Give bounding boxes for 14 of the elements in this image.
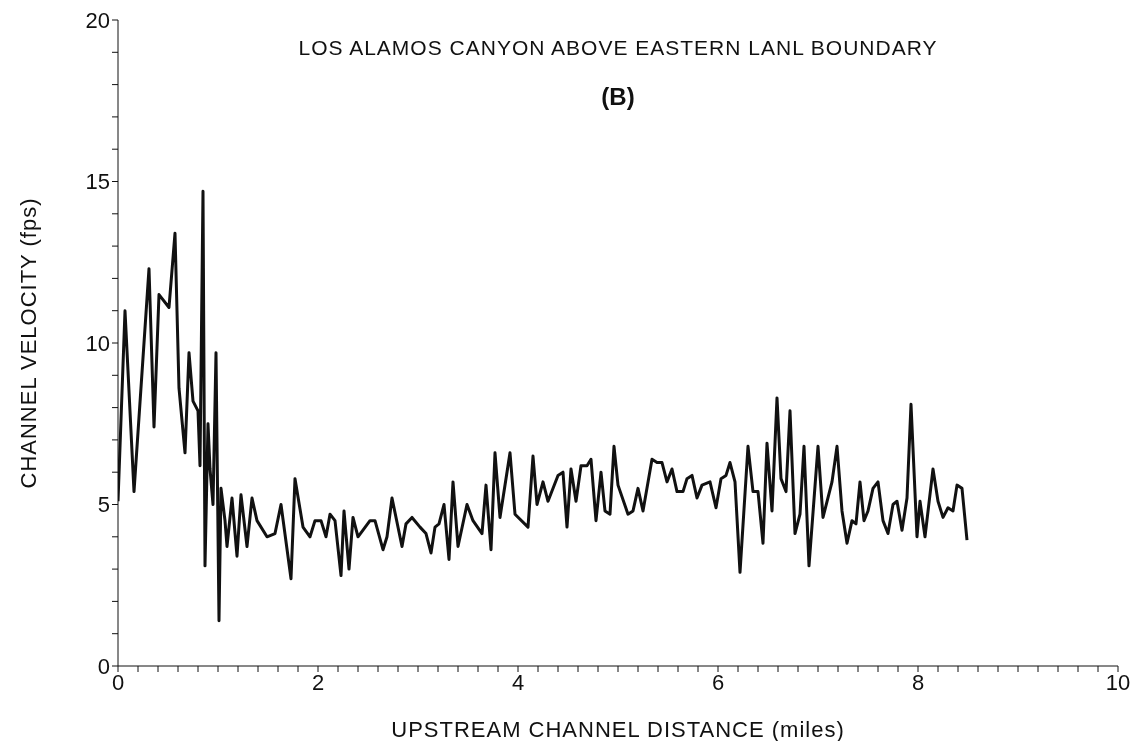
x-axis-title: UPSTREAM CHANNEL DISTANCE (miles) xyxy=(391,717,845,742)
x-tick-label: 8 xyxy=(911,669,925,695)
x-tick-label: 4 xyxy=(511,669,525,695)
text: LOS ALAMOS CANYON ABOVE EASTERN LANL BOUNDARY xyxy=(297,36,939,60)
x-tick-label: 2 xyxy=(311,669,325,695)
y-tick-label: 10 xyxy=(85,330,110,356)
y-tick-label: 15 xyxy=(85,169,110,195)
text: (B) xyxy=(600,83,636,111)
y-tick-label: 5 xyxy=(97,492,110,518)
y-axis-title: CHANNEL VELOCITY (fps) xyxy=(15,197,41,489)
y-tick-label: 20 xyxy=(85,7,110,33)
x-tick-label: 10 xyxy=(1105,669,1131,695)
y-tick-label: 0 xyxy=(97,653,110,679)
x-tick-label: 6 xyxy=(711,669,725,695)
